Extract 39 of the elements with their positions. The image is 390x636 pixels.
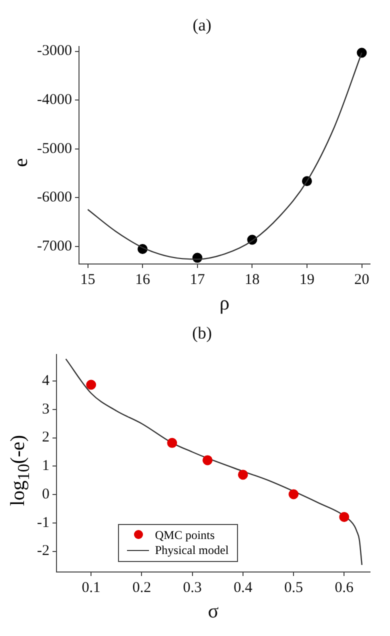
point bbox=[356, 48, 367, 58]
chart-title: (a) bbox=[192, 16, 212, 35]
x-tick-label: 19 bbox=[299, 272, 314, 288]
legend-label: Physical model bbox=[155, 543, 229, 558]
y-tick-label: -4000 bbox=[36, 92, 72, 108]
point bbox=[288, 489, 299, 500]
y-tick-label: -3000 bbox=[36, 43, 72, 60]
point bbox=[86, 380, 96, 390]
y-tick-label: 4 bbox=[42, 373, 50, 390]
x-tick-label: 20 bbox=[354, 272, 370, 288]
y-tick-label: 1 bbox=[42, 458, 50, 474]
x-tick-label: 0.6 bbox=[334, 580, 354, 596]
x-tick-label: 0.5 bbox=[284, 580, 303, 596]
x-axis-title: ρ bbox=[220, 292, 230, 314]
x-axis-title: σ bbox=[208, 600, 219, 622]
line-series bbox=[65, 358, 362, 566]
y-tick-label: 0 bbox=[42, 486, 50, 502]
x-tick-label: 0.1 bbox=[82, 580, 100, 596]
x-tick-label: 15 bbox=[80, 272, 96, 288]
y-tick-label: -2 bbox=[36, 543, 50, 560]
y-tick-label: -1 bbox=[36, 514, 50, 531]
y-tick-label: -6000 bbox=[36, 190, 72, 206]
y-tick-label: 2 bbox=[42, 430, 50, 446]
legend-label: QMC points bbox=[155, 528, 215, 543]
point bbox=[339, 512, 350, 522]
chart-title: (b) bbox=[192, 324, 212, 343]
y-tick-label: -5000 bbox=[36, 140, 72, 157]
y-axis-title: e bbox=[9, 158, 32, 166]
y-tick-label: -7000 bbox=[36, 238, 72, 255]
x-tick-label: 0.2 bbox=[132, 580, 152, 596]
x-tick-label: 16 bbox=[135, 272, 151, 288]
x-tick-label: 18 bbox=[244, 272, 260, 288]
x-tick-label: 17 bbox=[190, 272, 206, 288]
x-tick-label: 0.3 bbox=[182, 580, 202, 596]
point bbox=[167, 438, 178, 448]
y-tick-label: 3 bbox=[42, 401, 50, 418]
x-tick-label: 0.4 bbox=[234, 580, 253, 596]
point bbox=[202, 455, 213, 466]
point bbox=[238, 470, 248, 480]
